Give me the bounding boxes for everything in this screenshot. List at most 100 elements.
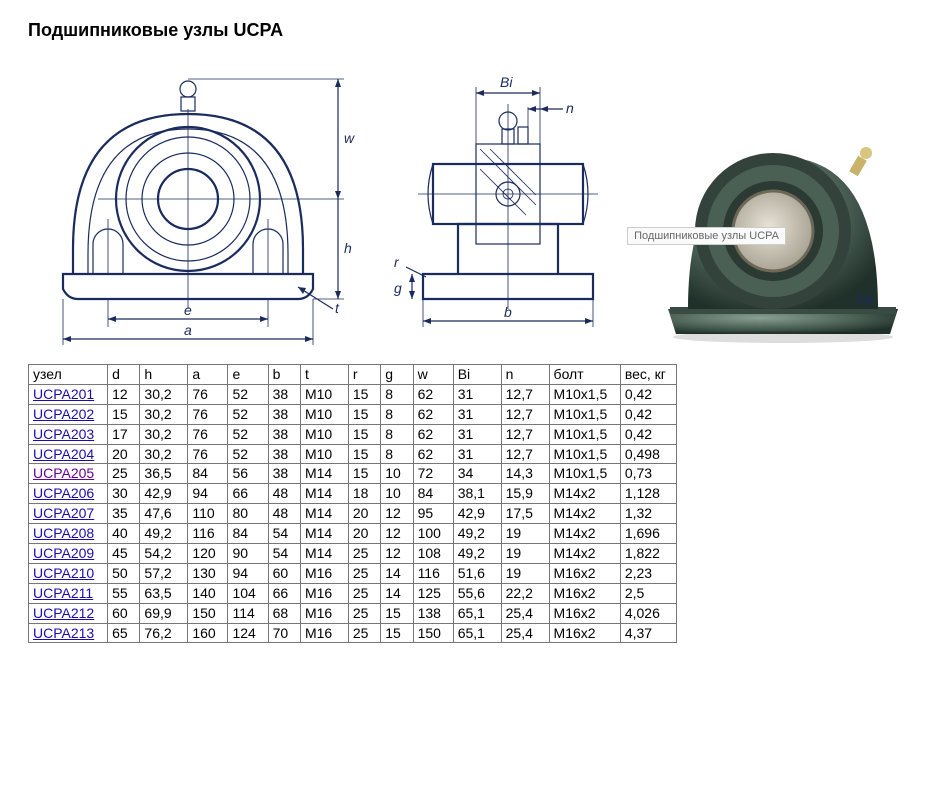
table-row: UCPA2084049,21168454M14201210049,219M14x… xyxy=(29,524,677,544)
table-cell: 31 xyxy=(453,404,501,424)
col-header: h xyxy=(140,365,188,385)
table-cell: 12 xyxy=(381,504,413,524)
table-cell: M16 xyxy=(300,563,348,583)
table-cell: UCPA207 xyxy=(29,504,108,524)
table-cell: 15 xyxy=(381,603,413,623)
table-cell: M14x2 xyxy=(549,504,620,524)
table-cell: 38 xyxy=(268,444,300,464)
model-link[interactable]: UCPA207 xyxy=(33,505,94,521)
dim-label-Bi: Bi xyxy=(500,74,513,90)
table-cell: 15 xyxy=(381,623,413,643)
table-cell: 12,7 xyxy=(501,424,549,444)
table-cell: M10x1,5 xyxy=(549,444,620,464)
col-header: n xyxy=(501,365,549,385)
model-link[interactable]: UCPA213 xyxy=(33,625,94,641)
table-cell: 62 xyxy=(413,444,453,464)
product-photo: PA xyxy=(658,109,908,352)
table-cell: 30,2 xyxy=(140,444,188,464)
table-cell: M10 xyxy=(300,424,348,444)
table-cell: 150 xyxy=(413,623,453,643)
table-cell: UCPA203 xyxy=(29,424,108,444)
table-cell: 25 xyxy=(348,563,380,583)
table-row: UCPA2042030,2765238M10158623112,7M10x1,5… xyxy=(29,444,677,464)
table-cell: 38 xyxy=(268,424,300,444)
table-cell: 2,5 xyxy=(620,583,676,603)
col-header: узел xyxy=(29,365,108,385)
col-header: g xyxy=(381,365,413,385)
table-cell: 8 xyxy=(381,384,413,404)
table-cell: 10 xyxy=(381,464,413,484)
table-cell: 38 xyxy=(268,404,300,424)
table-cell: M14x2 xyxy=(549,544,620,564)
table-cell: 114 xyxy=(228,603,268,623)
table-cell: M14x2 xyxy=(549,484,620,504)
table-cell: 65,1 xyxy=(453,623,501,643)
table-cell: 35 xyxy=(108,504,140,524)
model-link[interactable]: UCPA205 xyxy=(33,465,94,481)
table-cell: 104 xyxy=(228,583,268,603)
model-link[interactable]: UCPA203 xyxy=(33,426,94,442)
table-cell: 12 xyxy=(381,544,413,564)
dim-label-b: b xyxy=(504,304,512,320)
spec-table: узелdhaebtrgwBinболтвес, кг UCPA2011230,… xyxy=(28,364,677,643)
table-cell: 51,6 xyxy=(453,563,501,583)
table-cell: UCPA210 xyxy=(29,563,108,583)
table-cell: 12,7 xyxy=(501,404,549,424)
model-link[interactable]: UCPA201 xyxy=(33,386,94,402)
model-link[interactable]: UCPA208 xyxy=(33,525,94,541)
table-cell: M10x1,5 xyxy=(549,404,620,424)
table-cell: 94 xyxy=(188,484,228,504)
table-row: UCPA2011230,2765238M10158623112,7M10x1,5… xyxy=(29,384,677,404)
table-cell: M16 xyxy=(300,623,348,643)
table-cell: M16x2 xyxy=(549,563,620,583)
model-link[interactable]: UCPA202 xyxy=(33,406,94,422)
table-cell: 31 xyxy=(453,424,501,444)
table-cell: 31 xyxy=(453,384,501,404)
table-cell: 54,2 xyxy=(140,544,188,564)
model-link[interactable]: UCPA211 xyxy=(33,585,93,601)
table-cell: 20 xyxy=(108,444,140,464)
table-cell: 49,2 xyxy=(140,524,188,544)
table-cell: 34 xyxy=(453,464,501,484)
table-cell: 66 xyxy=(268,583,300,603)
model-link[interactable]: UCPA210 xyxy=(33,565,94,581)
table-cell: M16x2 xyxy=(549,623,620,643)
table-cell: 72 xyxy=(413,464,453,484)
dim-label-e: e xyxy=(184,302,192,318)
table-cell: 48 xyxy=(268,504,300,524)
table-cell: 1,128 xyxy=(620,484,676,504)
model-link[interactable]: UCPA209 xyxy=(33,545,94,561)
table-cell: 94 xyxy=(228,563,268,583)
model-link[interactable]: UCPA212 xyxy=(33,605,94,621)
table-cell: 17,5 xyxy=(501,504,549,524)
dim-label-h: h xyxy=(344,240,352,256)
table-cell: 19 xyxy=(501,544,549,564)
table-cell: 25,4 xyxy=(501,603,549,623)
table-row: UCPA2063042,9946648M1418108438,115,9M14x… xyxy=(29,484,677,504)
table-cell: 30 xyxy=(108,484,140,504)
col-header: r xyxy=(348,365,380,385)
table-cell: 125 xyxy=(413,583,453,603)
diagram-side: Bi n b r g xyxy=(378,49,638,352)
dim-label-n: n xyxy=(566,100,574,116)
table-cell: 12,7 xyxy=(501,384,549,404)
table-cell: 45 xyxy=(108,544,140,564)
table-cell: 10 xyxy=(381,484,413,504)
table-cell: 100 xyxy=(413,524,453,544)
table-cell: 60 xyxy=(108,603,140,623)
table-cell: 54 xyxy=(268,524,300,544)
model-link[interactable]: UCPA204 xyxy=(33,446,94,462)
table-cell: 49,2 xyxy=(453,524,501,544)
col-header: t xyxy=(300,365,348,385)
table-cell: 66 xyxy=(228,484,268,504)
table-row: UCPA2126069,915011468M16251513865,125,4M… xyxy=(29,603,677,623)
table-cell: 47,6 xyxy=(140,504,188,524)
table-cell: 150 xyxy=(188,603,228,623)
table-cell: 52 xyxy=(228,424,268,444)
table-cell: UCPA206 xyxy=(29,484,108,504)
table-cell: 52 xyxy=(228,404,268,424)
table-cell: 14 xyxy=(381,563,413,583)
model-link[interactable]: UCPA206 xyxy=(33,485,94,501)
table-cell: 55 xyxy=(108,583,140,603)
table-cell: M10 xyxy=(300,444,348,464)
